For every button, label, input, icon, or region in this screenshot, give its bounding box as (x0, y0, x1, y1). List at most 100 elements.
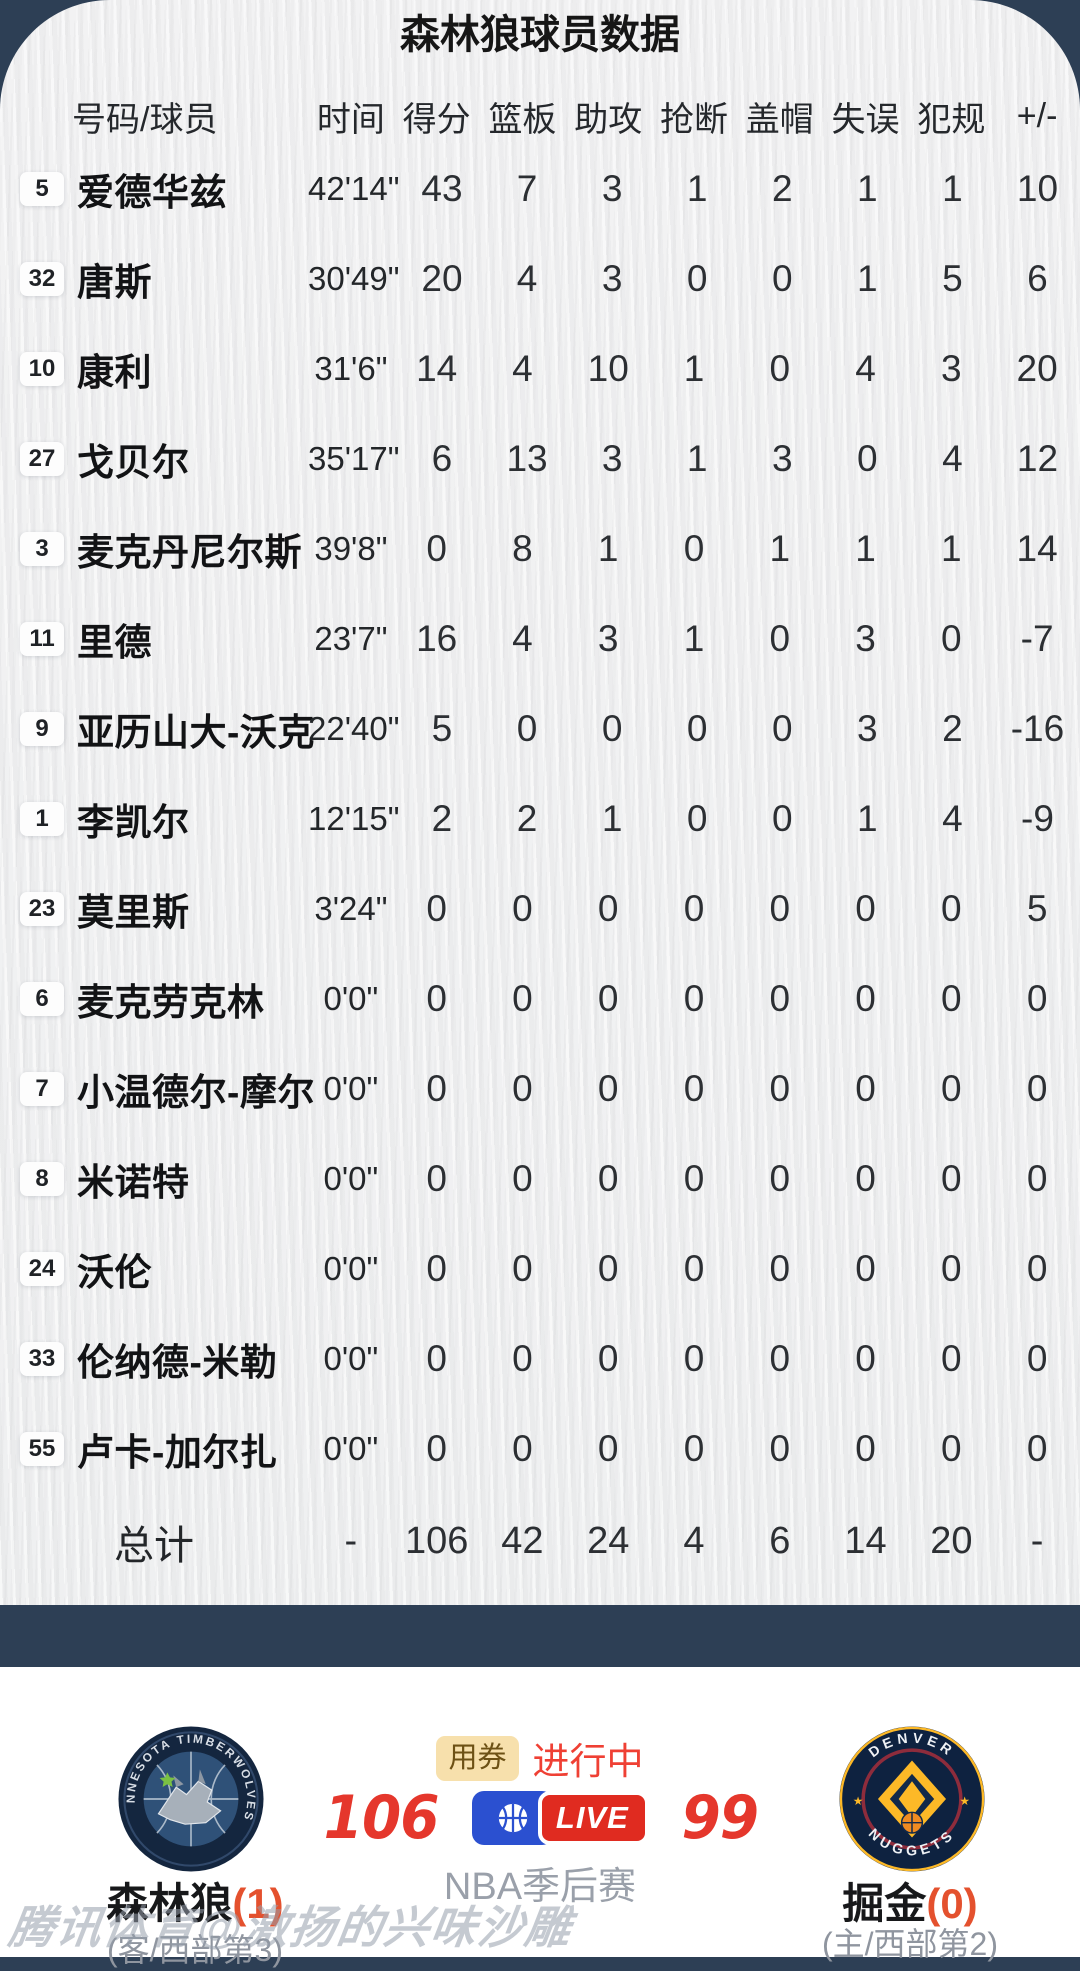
left-team-score: 106 (323, 1783, 439, 1853)
stat-minutes: 0'0" (323, 1070, 379, 1107)
stat-plus-minus: 5 (1026, 888, 1048, 929)
stat-blocks: 2 (771, 168, 793, 209)
player-row[interactable]: 8 米诺特 0'0" 0 0 0 0 0 0 0 0 (0, 1134, 1080, 1224)
player-row[interactable]: 23 莫里斯 3'24" 0 0 0 0 0 0 0 5 (0, 864, 1080, 954)
player-row[interactable]: 27 戈贝尔 35'17" 6 13 3 1 3 0 4 12 (0, 414, 1080, 504)
player-cell: 32 唐斯 (0, 252, 308, 306)
totals-label: 总计 (114, 1523, 194, 1568)
player-row[interactable]: 11 里德 23'7" 16 4 3 1 0 3 0 -7 (0, 594, 1080, 684)
stat-minutes: 23'7" (314, 620, 388, 657)
player-row[interactable]: 5 爱德华兹 42'14" 43 7 3 1 2 1 1 10 (0, 144, 1080, 234)
column-header-points: 得分 (402, 100, 471, 139)
player-cell: 8 米诺特 (0, 1152, 308, 1206)
stat-minutes: 3'24" (314, 890, 388, 927)
column-header-rebounds: 篮板 (488, 100, 557, 139)
stat-rebounds: 13 (506, 438, 548, 479)
stat-steals: 0 (683, 1158, 705, 1199)
stat-assists: 0 (597, 1158, 619, 1199)
stat-blocks: 1 (769, 528, 791, 569)
player-name: 康利 (77, 352, 152, 393)
total-blocks: 6 (769, 1520, 791, 1562)
stat-plus-minus: -9 (1021, 798, 1054, 839)
stat-steals: 1 (686, 168, 708, 209)
stat-assists: 0 (597, 1338, 619, 1379)
player-cell: 1 李凯尔 (0, 792, 308, 846)
player-row[interactable]: 32 唐斯 30'49" 20 4 3 0 0 1 5 6 (0, 234, 1080, 324)
stat-points: 0 (426, 888, 447, 929)
total-plus-minus: - (1030, 1520, 1044, 1562)
stat-points: 14 (416, 348, 458, 389)
stat-blocks: 0 (769, 1068, 791, 1109)
player-row[interactable]: 55 卢卡-加尔扎 0'0" 0 0 0 0 0 0 0 0 (0, 1404, 1080, 1494)
player-name: 卢卡-加尔扎 (77, 1432, 278, 1473)
left-team-seed: (1) (232, 1880, 284, 1927)
right-team-name[interactable]: 掘金(0) (720, 1870, 1080, 1931)
live-badge[interactable]: LIVE (471, 1791, 649, 1845)
scoreboard: MINNESOTA TIMBERWOLVES DENVER NUGGETS ★ … (0, 1667, 1080, 1968)
stat-plus-minus: 0 (1026, 978, 1048, 1019)
stat-rebounds: 4 (512, 348, 533, 389)
total-assists: 24 (587, 1520, 630, 1562)
stats-card: 森林狼球员数据 号码/球员 时间 得分 篮板 助攻 抢断 盖帽 失误 犯规 +/- 5 爱德华兹 42… (0, 0, 1080, 1605)
stat-blocks: 0 (769, 1338, 791, 1379)
stat-turnovers: 0 (855, 1248, 876, 1289)
stat-steals: 0 (683, 1068, 705, 1109)
stats-table-body: 5 爱德华兹 42'14" 43 7 3 1 2 1 1 10 32 唐斯 30'49" 20 4 3 0 0 1 5 6… (0, 144, 1080, 1494)
column-header-assists: 助攻 (574, 100, 643, 139)
total-steals: 4 (683, 1520, 705, 1562)
stat-blocks: 0 (769, 1158, 791, 1199)
coupon-tag[interactable]: 用券 (436, 1735, 519, 1781)
stat-fouls: 0 (941, 1248, 962, 1289)
right-team-name-text: 掘金 (842, 1880, 927, 1927)
stat-assists: 0 (597, 1248, 619, 1289)
nuggets-logo[interactable]: DENVER NUGGETS ★ ★ (838, 1725, 986, 1873)
stat-rebounds: 7 (516, 168, 538, 209)
timberwolves-logo[interactable]: MINNESOTA TIMBERWOLVES (117, 1725, 265, 1873)
stat-points: 5 (431, 708, 453, 749)
stat-minutes: 30'49" (308, 260, 400, 297)
player-name: 戈贝尔 (77, 442, 190, 483)
stat-turnovers: 3 (855, 618, 876, 659)
stats-header-row: 号码/球员 时间 得分 篮板 助攻 抢断 盖帽 失误 犯规 +/- (0, 88, 1080, 144)
stat-blocks: 0 (769, 1428, 791, 1469)
stat-fouls: 4 (942, 798, 963, 839)
stat-steals: 0 (683, 1428, 705, 1469)
stat-plus-minus: -16 (1010, 708, 1065, 749)
player-row[interactable]: 7 小温德尔-摩尔 0'0" 0 0 0 0 0 0 0 0 (0, 1044, 1080, 1134)
player-row[interactable]: 1 李凯尔 12'15" 2 2 1 0 0 1 4 -9 (0, 774, 1080, 864)
stat-blocks: 0 (771, 798, 793, 839)
stat-fouls: 0 (941, 618, 962, 659)
player-name: 沃伦 (77, 1252, 152, 1293)
stat-turnovers: 0 (855, 1428, 876, 1469)
player-row[interactable]: 24 沃伦 0'0" 0 0 0 0 0 0 0 0 (0, 1224, 1080, 1314)
player-cell: 10 康利 (0, 342, 308, 396)
stat-points: 2 (431, 798, 453, 839)
column-header-minutes: 时间 (316, 100, 385, 139)
totals-row: 总计 - 106 42 24 4 6 14 20 - (0, 1494, 1080, 1589)
svg-text:★: ★ (959, 1794, 970, 1808)
stat-steals: 1 (683, 618, 705, 659)
live-label: LIVE (537, 1791, 649, 1845)
stat-plus-minus: 20 (1016, 348, 1058, 389)
player-row[interactable]: 6 麦克劳克林 0'0" 0 0 0 0 0 0 0 0 (0, 954, 1080, 1044)
jersey-number-badge: 3 (20, 532, 64, 566)
total-fouls: 20 (930, 1520, 973, 1562)
stat-points: 0 (426, 1248, 447, 1289)
stat-rebounds: 0 (512, 1428, 533, 1469)
player-row[interactable]: 3 麦克丹尼尔斯 39'8" 0 8 1 0 1 1 1 14 (0, 504, 1080, 594)
player-cell: 27 戈贝尔 (0, 432, 308, 486)
stat-minutes: 31'6" (314, 350, 388, 387)
player-row[interactable]: 9 亚历山大-沃克 22'40" 5 0 0 0 0 3 2 -16 (0, 684, 1080, 774)
stat-rebounds: 0 (516, 708, 538, 749)
player-row[interactable]: 33 伦纳德-米勒 0'0" 0 0 0 0 0 0 0 0 (0, 1314, 1080, 1404)
right-team-seed: (0) (926, 1880, 978, 1927)
stat-blocks: 0 (769, 1248, 791, 1289)
right-team-score: 99 (681, 1783, 759, 1853)
stat-minutes: 0'0" (323, 1430, 379, 1467)
column-header-fouls: 犯规 (917, 100, 986, 139)
jersey-number-badge: 24 (20, 1252, 64, 1286)
stat-minutes: 35'17" (308, 440, 400, 477)
player-row[interactable]: 10 康利 31'6" 14 4 10 1 0 4 3 20 (0, 324, 1080, 414)
jersey-number-badge: 7 (20, 1072, 64, 1106)
left-team-name[interactable]: 森林狼(1) (0, 1870, 390, 1931)
